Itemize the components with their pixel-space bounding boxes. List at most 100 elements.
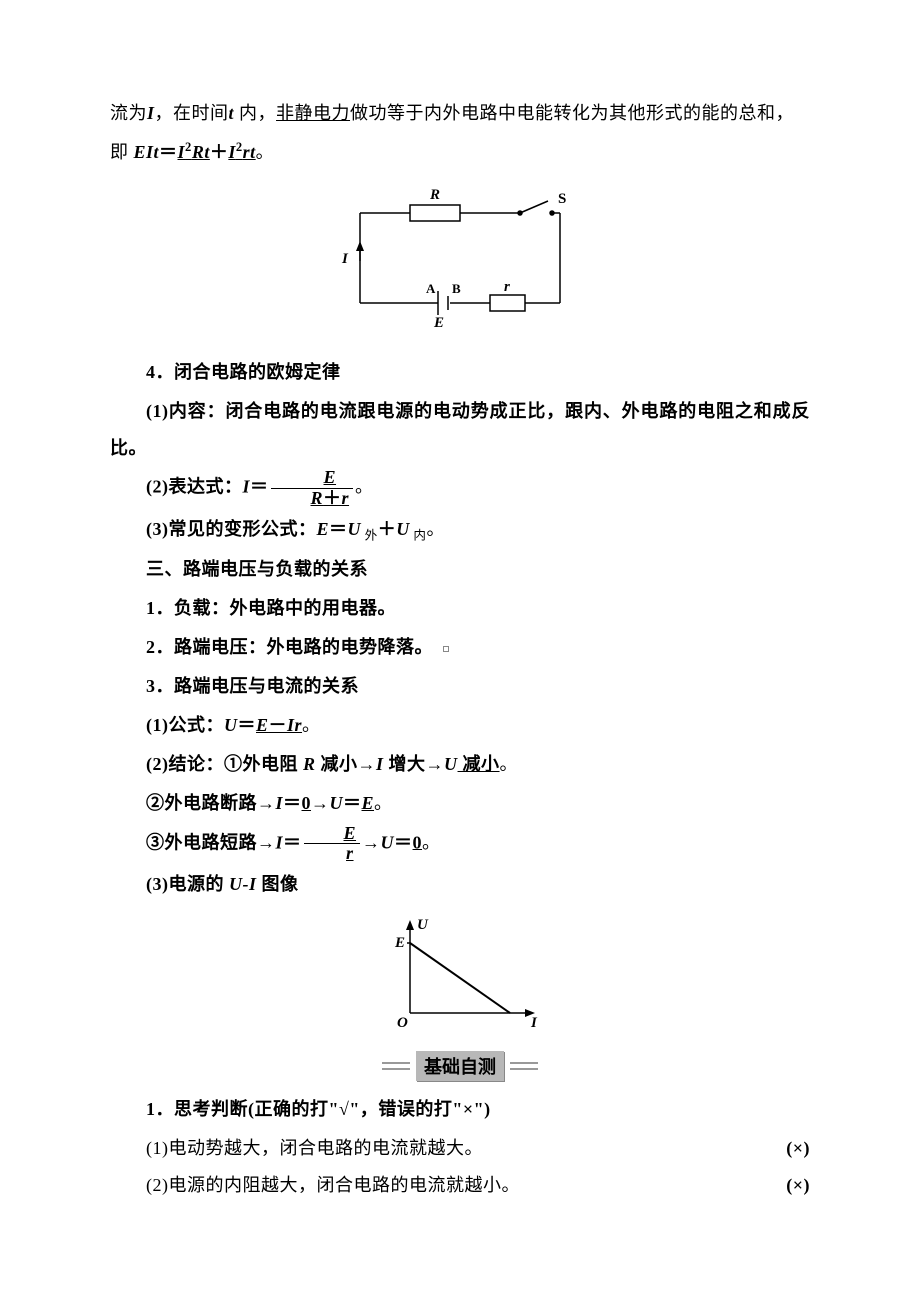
plus: ＋ <box>323 488 342 508</box>
tf-heading: 1．思考判断(正确的打"√"，错误的打"×") <box>110 1091 810 1128</box>
sub: 外 <box>361 529 378 543</box>
numerator: E <box>271 468 354 489</box>
text: ③外电路短路→ <box>146 832 276 852</box>
s4-p1: (1)内容：闭合电路的电流跟电源的电动势成正比，跟内、外电路的电阻之和成反比。 <box>110 393 810 467</box>
label-I: I <box>341 251 349 267</box>
label-O: O <box>397 1015 408 1030</box>
eq: ＝ <box>283 832 302 852</box>
text: ，在时间 <box>155 103 229 123</box>
numerator: E <box>304 824 361 845</box>
tf-answer: (×) <box>786 1130 810 1167</box>
var: U <box>224 715 238 735</box>
var: I <box>243 477 251 497</box>
eq: ＝ <box>238 715 257 735</box>
text: 。 <box>422 832 441 852</box>
denominator: r <box>304 844 361 864</box>
tf-answer: (×) <box>786 1167 810 1204</box>
sup: 2 <box>185 140 192 154</box>
s3-title: 三、路端电压与负载的关系 <box>110 551 810 588</box>
label-B: B <box>452 281 461 296</box>
text: (3)电源的 <box>146 874 229 894</box>
var-I: I <box>147 103 155 123</box>
text: 。 <box>256 142 275 162</box>
zero: 0 <box>302 793 312 813</box>
s3-3-1: (1)公式：U＝E－Ir。 <box>110 707 810 744</box>
var: E <box>317 519 330 539</box>
text: 。 <box>427 519 446 539</box>
s3-3-2c: ③外电路短路→I＝Er→U＝0。 <box>110 824 810 865</box>
s4-p3: (3)常见的变形公式：E＝U 外＋U 内。 <box>110 511 810 549</box>
intro-line2: 即 EIt＝I2Rt＋I2rt。 <box>110 134 810 171</box>
arrow: → <box>362 832 381 852</box>
var: Ir <box>287 715 302 735</box>
intro-line1: 流为I，在时间t 内，非静电力做功等于内外电路中电能转化为其他形式的能的总和， <box>110 95 810 132</box>
text: 。 <box>355 477 374 497</box>
eq: ＝ <box>250 477 269 497</box>
var: I <box>228 142 236 162</box>
s3-1: 1．负载：外电路中的用电器。 <box>110 590 810 627</box>
text: (3)常见的变形公式： <box>146 519 317 539</box>
label-E: E <box>433 315 444 331</box>
text: 即 <box>110 142 134 162</box>
label-A: A <box>426 281 436 296</box>
text: 增大→ <box>384 754 445 774</box>
text: 减小→ <box>316 754 377 774</box>
s3-2: 2．路端电压：外电路的电势降落。 <box>110 629 810 666</box>
var: Rt <box>192 142 210 162</box>
label-R: R <box>429 187 440 203</box>
s4-p2: (2)表达式：I＝ER＋r。 <box>110 468 810 509</box>
s3-3-2b: ②外电路断路→I＝0→U＝E。 <box>110 785 810 822</box>
var: I <box>376 754 384 774</box>
text: 做功等于内外电路中电能转化为其他形式的能的总和， <box>350 103 794 123</box>
arrow: → <box>311 793 330 813</box>
text: ②外电路断路→ <box>146 793 276 813</box>
label-I: I <box>530 1015 538 1030</box>
circuit-diagram: R S I A B r E <box>110 183 810 338</box>
text: (2)表达式： <box>146 477 243 497</box>
underline-text: 非静电力 <box>276 103 350 123</box>
s3-3-3: (3)电源的 U-I 图像 <box>110 866 810 903</box>
var: rt <box>243 142 256 162</box>
var: R <box>311 488 324 508</box>
plus: ＋ <box>210 142 229 162</box>
text: 。 <box>374 793 393 813</box>
eq: ＝ <box>329 519 348 539</box>
eq: ＝ <box>394 832 413 852</box>
zero: 0 <box>413 832 423 852</box>
var: E <box>256 715 269 735</box>
tf-question: (1)电动势越大，闭合电路的电流就越大。 <box>110 1130 786 1167</box>
s3-3-2a: (2)结论：①外电阻 R 减小→I 增大→U 减小。 <box>110 746 810 783</box>
var: R <box>303 754 316 774</box>
label-E: E <box>394 935 405 951</box>
sup: 2 <box>236 140 243 154</box>
var: U <box>444 754 458 774</box>
section-badge: 基础自测 <box>110 1051 810 1081</box>
plus: ＋ <box>378 519 397 539</box>
formula-lhs: EIt <box>134 142 160 162</box>
sub: 内 <box>410 529 427 543</box>
var: E <box>362 793 375 813</box>
var: U-I <box>229 874 257 894</box>
label-S: S <box>558 191 566 207</box>
text: 。 <box>500 754 519 774</box>
tf-row-2: (2)电源的内阻越大，闭合电路的电流就越小。 (×) <box>110 1167 810 1204</box>
var: I <box>276 793 284 813</box>
text: 。 <box>302 715 321 735</box>
var: r <box>342 488 350 508</box>
var: U <box>381 832 395 852</box>
s3-3: 3．路端电压与电流的关系 <box>110 668 810 705</box>
eq: ＝ <box>343 793 362 813</box>
label-r: r <box>504 279 510 295</box>
var: U <box>348 519 362 539</box>
text: 图像 <box>257 874 299 894</box>
text: (2)结论：①外电阻 <box>146 754 303 774</box>
var: I <box>276 832 284 852</box>
ui-graph: U E O I <box>110 915 810 1035</box>
eq: ＝ <box>159 142 178 162</box>
text: (1)内容：闭合电路的电流跟电源的电动势成正比，跟内、外电路的电阻之和成反比。 <box>110 401 810 458</box>
s4-heading: 4．闭合电路的欧姆定律 <box>110 354 810 391</box>
badge-text: 基础自测 <box>416 1051 504 1081</box>
text: 流为 <box>110 103 147 123</box>
tf-question: (2)电源的内阻越大，闭合电路的电流就越小。 <box>110 1167 786 1204</box>
eq: ＝ <box>283 793 302 813</box>
